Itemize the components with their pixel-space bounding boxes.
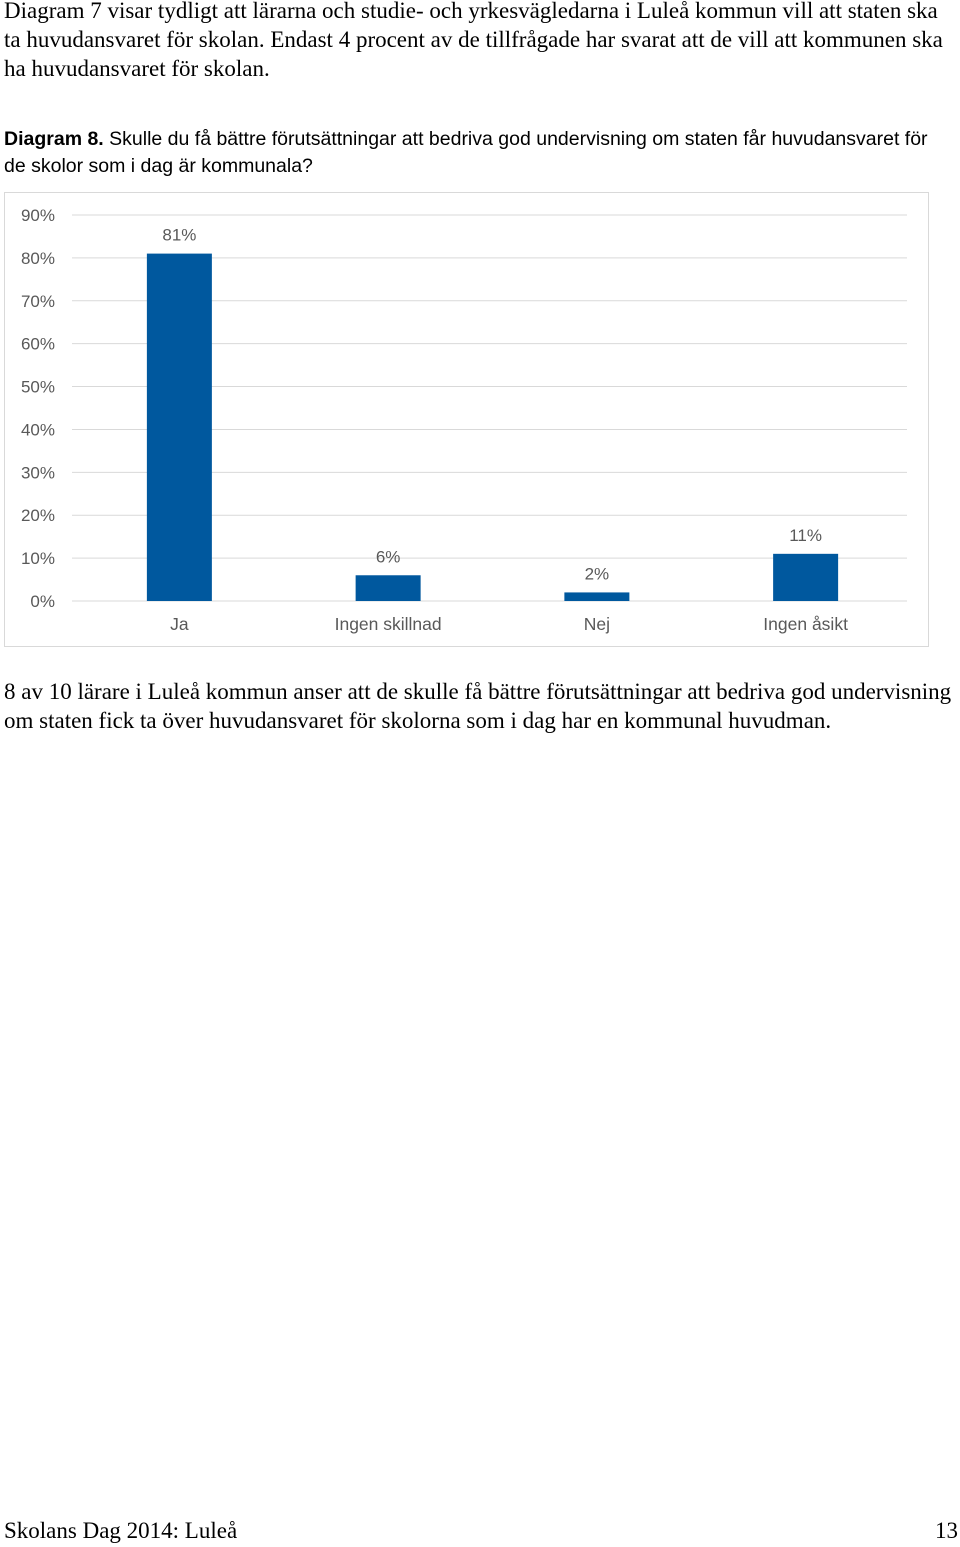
- bar-value-label: 81%: [162, 226, 196, 245]
- y-tick-label: 0%: [30, 592, 55, 611]
- caption-label: Diagram 8.: [4, 128, 104, 150]
- footer-title: Skolans Dag 2014: Luleå: [4, 1518, 238, 1543]
- conclusion-paragraph: 8 av 10 lärare i Luleå kommun anser att …: [4, 679, 952, 733]
- bar-chart-svg: 0% 10% 20% 30% 40% 50% 60% 70% 80% 90% 81% Ja 6% Inge…: [21, 206, 907, 634]
- y-tick-label: 70%: [21, 292, 55, 311]
- bar: [773, 553, 839, 601]
- x-category-label: Ja: [170, 614, 189, 634]
- y-tick-label: 40%: [21, 420, 55, 439]
- x-category-label: Nej: [584, 614, 610, 634]
- x-category-label: Ingen åsikt: [763, 614, 848, 634]
- bar: [146, 253, 212, 601]
- y-tick-label: 80%: [21, 249, 55, 268]
- bar-value-label: 11%: [789, 526, 822, 545]
- y-tick-label: 90%: [21, 206, 55, 225]
- y-tick-label: 10%: [21, 549, 55, 568]
- bar-value-label: 2%: [585, 564, 610, 583]
- bar: [564, 592, 630, 601]
- bar-chart: 0% 10% 20% 30% 40% 50% 60% 70% 80% 90% 81% Ja 6% Inge…: [4, 192, 929, 647]
- intro-paragraph: Diagram 7 visar tydligt att lärarna och …: [4, 0, 943, 81]
- y-tick-label: 60%: [21, 335, 55, 354]
- bar: [355, 575, 421, 601]
- y-tick-label: 30%: [21, 463, 55, 482]
- y-tick-label: 50%: [21, 378, 55, 397]
- page-number: 13: [935, 1518, 958, 1543]
- y-tick-label: 20%: [21, 506, 55, 525]
- chart-caption: Diagram 8. Skulle du få bättre förutsätt…: [4, 126, 944, 180]
- caption-text: Skulle du få bättre förutsättningar att …: [4, 128, 928, 177]
- bar-value-label: 6%: [376, 547, 401, 566]
- x-category-label: Ingen skillnad: [335, 614, 442, 634]
